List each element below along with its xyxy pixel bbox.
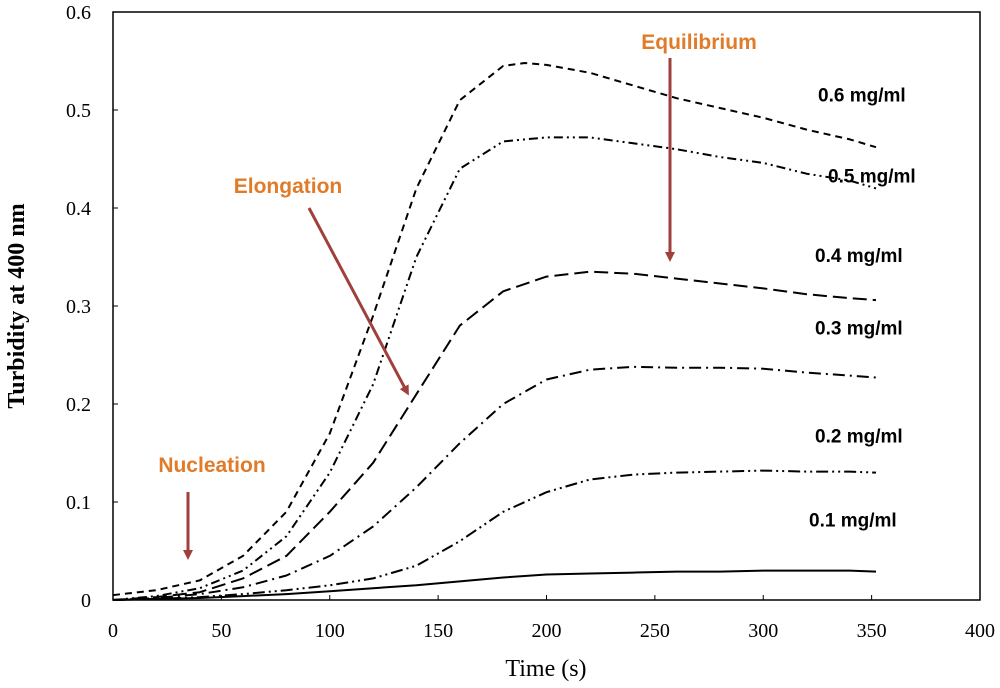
series-line: [112, 365, 877, 601]
series-labels: 0.6 mg/ml 0.5 mg/ml 0.4 mg/ml 0.3 mg/ml 0.2 …: [809, 85, 916, 531]
series-line: [112, 569, 877, 601]
series-label: 0.1 mg/ml: [809, 511, 897, 532]
x-tick-label: 250: [640, 620, 670, 642]
x-tick-label: 400: [965, 620, 995, 642]
annotation-nucleation: Nucleation: [158, 454, 265, 477]
x-tick-label: 300: [748, 620, 778, 642]
y-tick-label: 0.3: [66, 296, 91, 318]
annotation-elongation: Elongation: [234, 175, 343, 198]
series-line: [112, 469, 877, 601]
x-tick-label: 50: [211, 620, 231, 642]
annotation-equilibrium: Equilibrium: [641, 31, 757, 54]
series-label: 0.3 mg/ml: [815, 319, 903, 340]
x-tick-label: 100: [315, 620, 345, 642]
x-tick-label: 0: [108, 620, 118, 642]
y-axis-ticks: 0 0.1 0.2 0.3 0.4 0.5 0.6: [66, 2, 118, 612]
y-tick-label: 0.6: [66, 2, 91, 24]
y-axis-title: Turbidity at 400 nm: [4, 203, 30, 408]
series-lines: [112, 62, 877, 601]
y-tick-label: 0: [81, 590, 91, 612]
series-label: 0.5 mg/ml: [828, 167, 916, 188]
y-tick-label: 0.1: [66, 492, 91, 514]
x-tick-label: 150: [423, 620, 453, 642]
arrow-elongation: [307, 207, 409, 396]
y-tick-label: 0.5: [66, 100, 91, 122]
series-label: 0.2 mg/ml: [815, 426, 903, 447]
series-line: [112, 62, 877, 597]
y-tick-label: 0.4: [66, 198, 91, 220]
x-tick-label: 200: [532, 620, 562, 642]
x-axis-ticks: 0 50 100 150 200 250 300 350 400: [108, 595, 995, 642]
y-tick-label: 0.2: [66, 394, 91, 416]
series-label: 0.6 mg/ml: [818, 85, 906, 106]
x-axis-title: Time (s): [505, 656, 586, 682]
series-label: 0.4 mg/ml: [815, 246, 903, 267]
x-tick-label: 350: [857, 620, 887, 642]
series-line: [112, 270, 877, 601]
